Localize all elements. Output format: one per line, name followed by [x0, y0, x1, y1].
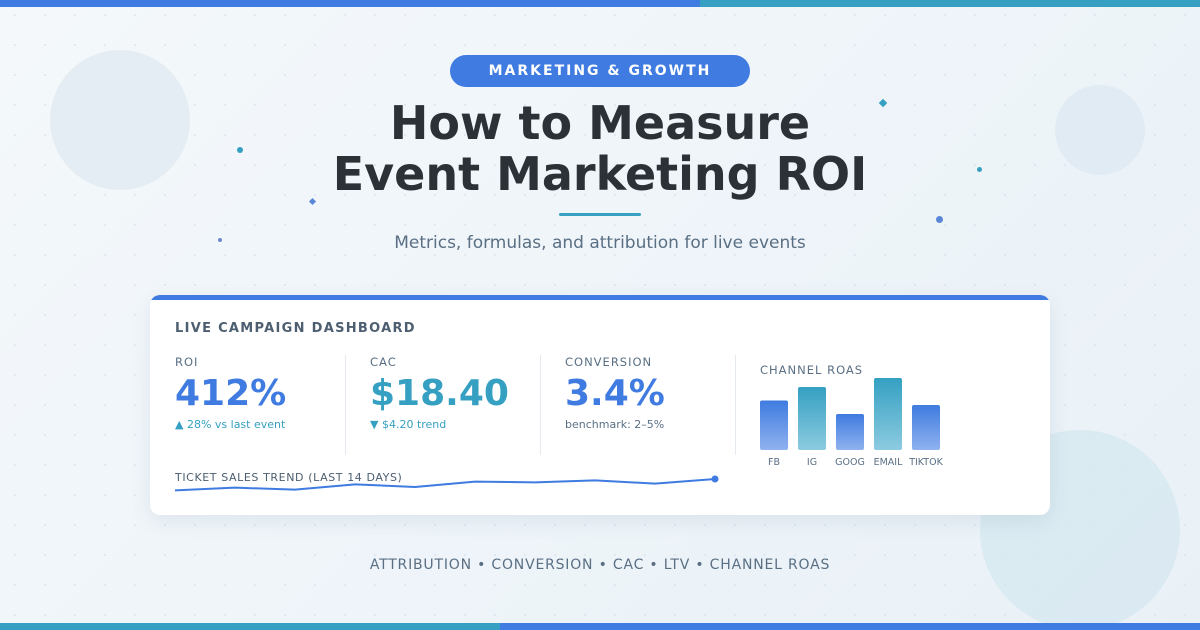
roas-bar-goog — [836, 414, 864, 450]
metric-divider — [735, 355, 736, 455]
top-accent-bar-left — [0, 0, 700, 7]
trend-line — [174, 478, 716, 492]
metric-cac: CAC $18.40 ▼ $4.20 trend — [370, 355, 540, 455]
decor-circle-right — [1055, 85, 1145, 175]
roas-tick-label: IG — [807, 457, 817, 468]
dashboard-card: LIVE CAMPAIGN DASHBOARD ROI 412% ▲ 28% v… — [150, 295, 1050, 515]
footer-topics: ATTRIBUTION • CONVERSION • CAC • LTV • C… — [369, 557, 831, 573]
title-line-1: How to Measure — [389, 96, 811, 150]
metric-note: ▲ 28% vs last event — [175, 418, 286, 431]
decor-dot — [977, 167, 982, 172]
dashboard-title: LIVE CAMPAIGN DASHBOARD — [175, 321, 416, 336]
title-line-2: Event Marketing ROI — [332, 147, 868, 201]
metric-value: 412% — [175, 373, 287, 414]
title-underline — [559, 213, 641, 216]
metric-divider — [345, 355, 346, 455]
metric-roi: ROI 412% ▲ 28% vs last event — [175, 355, 345, 455]
roas-tick-label: GOOG — [835, 457, 865, 468]
page-title: How to Measure Event Marketing ROI — [0, 98, 1200, 200]
trend-endpoint — [711, 475, 719, 483]
metric-value: 3.4% — [565, 373, 665, 414]
metric-value: $18.40 — [370, 373, 509, 414]
bottom-accent-bar-left — [0, 623, 500, 630]
roas-tick-label: FB — [768, 457, 780, 468]
roas-bar-ig — [798, 387, 826, 450]
decor-dot — [936, 216, 943, 223]
ticket-trend-chart — [174, 475, 719, 492]
metric-label: CAC — [370, 355, 397, 369]
metric-label: ROI — [175, 355, 199, 369]
card-accent-bar — [150, 295, 1050, 300]
roas-tick-label: EMAIL — [874, 457, 903, 468]
channel-roas-label: CHANNEL ROAS — [760, 363, 864, 377]
decor-circle-left — [50, 50, 190, 190]
decor-dot — [237, 147, 243, 153]
subtitle: Metrics, formulas, and attribution for l… — [394, 233, 806, 253]
roas-bar-fb — [760, 400, 788, 450]
roas-bar-email — [874, 378, 902, 450]
top-accent-bar-right — [700, 0, 1200, 7]
metric-divider — [540, 355, 541, 455]
decor-dot — [218, 238, 222, 242]
roas-bar-tiktok — [912, 405, 940, 450]
bottom-accent-bar-right — [500, 623, 1200, 630]
metric-label: CONVERSION — [565, 355, 653, 369]
channel-roas-chart: FB IG GOOG EMAIL TIKTOK — [760, 378, 944, 468]
metric-note: ▼ $4.20 trend — [370, 418, 447, 431]
metric-note: benchmark: 2–5% — [565, 418, 665, 431]
metric-conversion: CONVERSION 3.4% benchmark: 2–5% — [565, 355, 735, 455]
roas-tick-label: TIKTOK — [908, 457, 943, 468]
ticket-trend-label: TICKET SALES TREND (LAST 14 DAYS) — [175, 471, 403, 484]
category-badge: MARKETING & GROWTH — [450, 55, 750, 87]
